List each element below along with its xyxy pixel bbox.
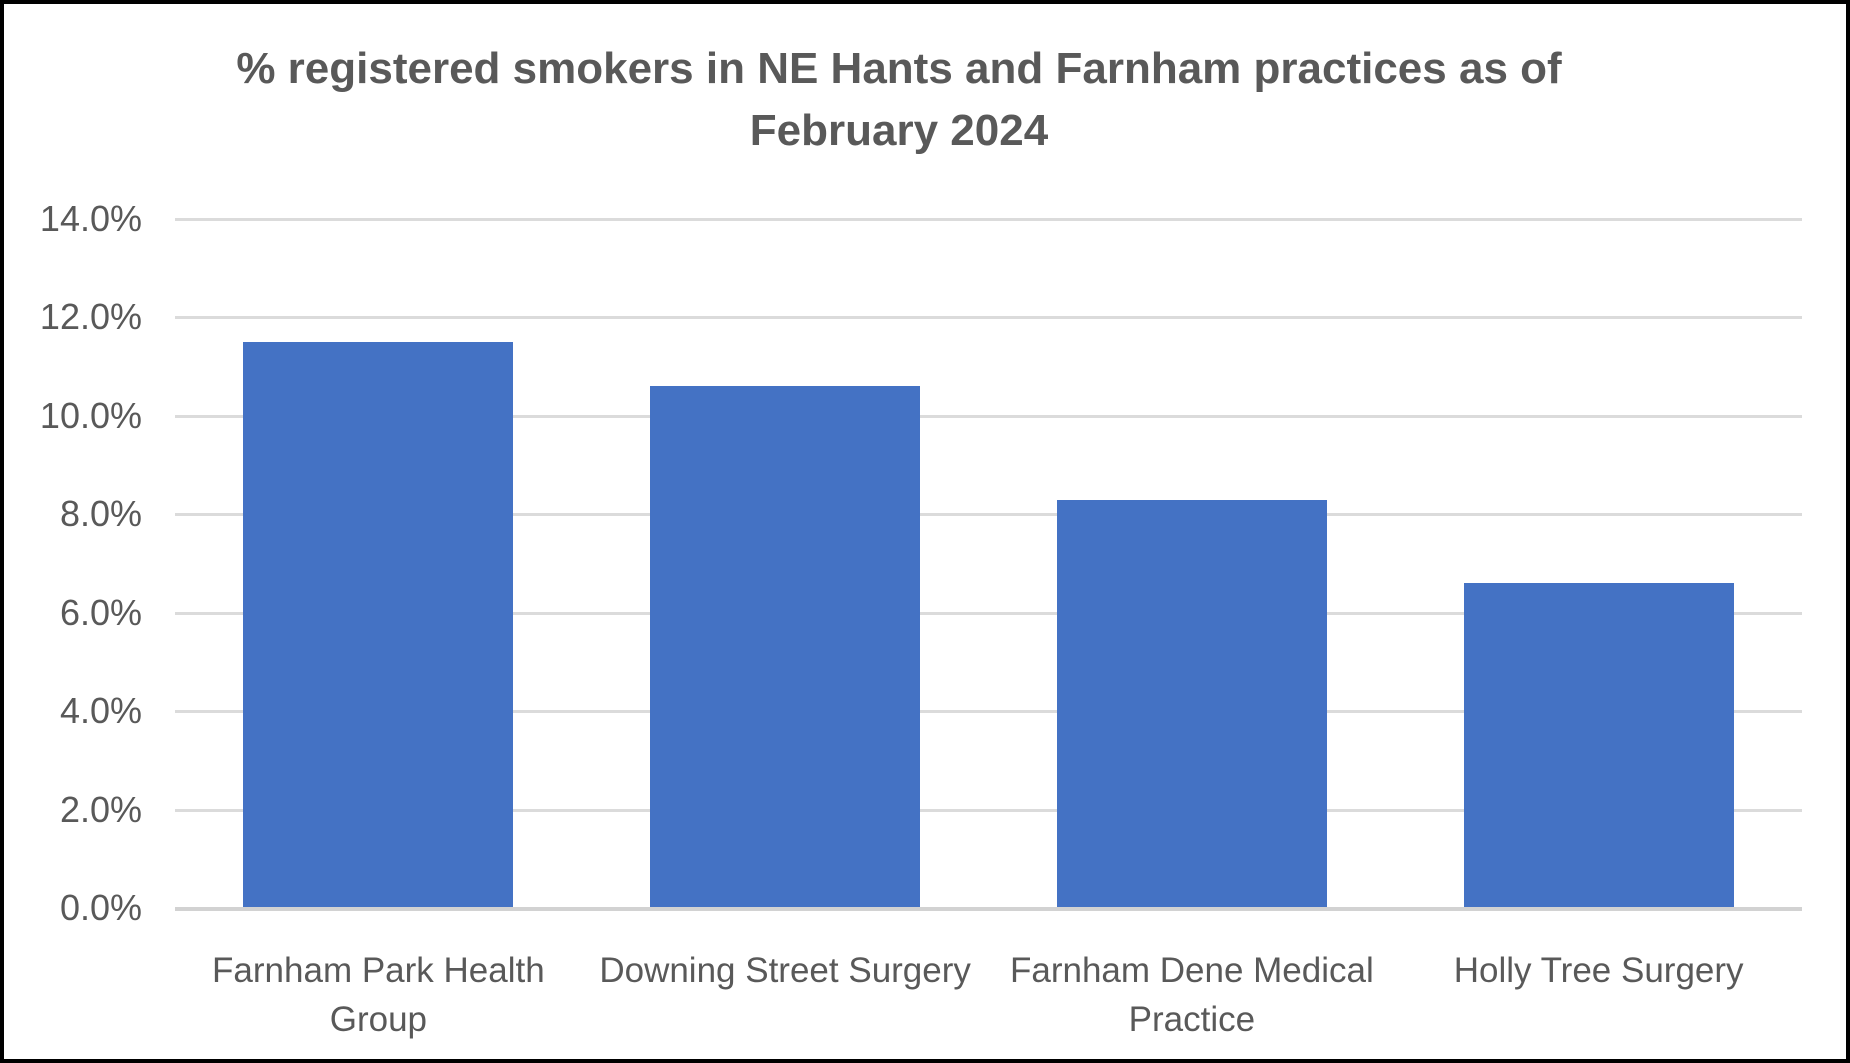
x-category-label-line: Farnham Dene Medical (1009, 951, 1374, 990)
gridline (175, 710, 1802, 714)
x-category-label: Holly Tree Surgery (1384, 946, 1814, 995)
bar (1056, 499, 1327, 908)
y-tick-label: 6.0% (59, 591, 142, 633)
y-tick-label: 10.0% (39, 394, 142, 436)
y-tick-label: 0.0% (59, 887, 142, 928)
x-axis-line (175, 907, 1802, 911)
gridline (175, 218, 1802, 221)
y-tick-label: 4.0% (59, 690, 142, 732)
y-tick-label: 12.0% (39, 296, 142, 338)
x-category-label-line: Downing Street Surgery (599, 951, 971, 990)
y-tick-label: 2.0% (59, 788, 142, 830)
chart-title: % registered smokers in NE Hants and Far… (4, 38, 1794, 162)
chart-title-line-1: % registered smokers in NE Hants and Far… (236, 44, 1562, 93)
chart-title-line-2: February 2024 (749, 106, 1049, 155)
x-category-label: Farnham Dene Medical Practice (977, 946, 1407, 1044)
y-tick-label: 8.0% (59, 493, 142, 535)
bar (650, 386, 921, 908)
x-category-label-line: Practice (1128, 1000, 1256, 1039)
gridline (175, 611, 1802, 615)
gridline (175, 513, 1802, 517)
x-category-label-line: Farnham Park Health (212, 951, 545, 990)
gridline (175, 316, 1802, 320)
gridline (175, 414, 1802, 418)
bar (1463, 583, 1734, 908)
bar (243, 342, 514, 908)
x-category-label: Farnham Park Health Group (163, 946, 593, 1044)
x-category-label: Downing Street Surgery (570, 946, 1000, 995)
y-tick-label: 14.0% (39, 198, 142, 239)
x-category-label-line: Group (329, 1000, 428, 1039)
gridline (175, 808, 1802, 812)
x-category-label-line: Holly Tree Surgery (1453, 951, 1744, 990)
